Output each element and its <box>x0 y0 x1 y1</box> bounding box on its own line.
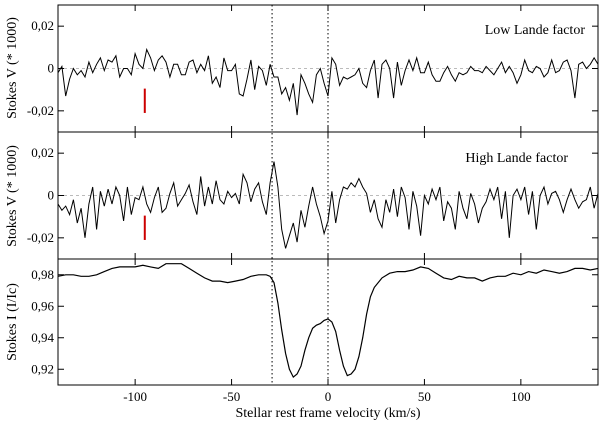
panel-3-yticks: 0,98 0,96 0,94 0,92 <box>31 267 598 376</box>
panel-low-lande: Low Lande factor 0,02 0 -0,02 <box>27 4 599 133</box>
panel-1-ytick-label: 0 <box>48 61 55 76</box>
panel-1-ytick-label: 0,02 <box>31 18 54 33</box>
panel-2-ytick-label: 0 <box>48 188 55 203</box>
xtick-label: 100 <box>511 389 531 404</box>
panel-high-lande: High Lande factor 0,02 0 -0,02 <box>27 131 599 260</box>
panel-3-stokes-i-line <box>57 263 599 379</box>
xtick-label: 50 <box>418 389 431 404</box>
panel-2-ytick-label: -0,02 <box>27 230 54 245</box>
velocity-markers <box>271 5 329 385</box>
panel-1-annotation: Low Lande factor <box>485 23 586 38</box>
panel-3-ytick-label: 0,96 <box>31 298 54 313</box>
panel-1-stokes-v-line <box>57 47 599 116</box>
panel-3-ytick-label: 0,98 <box>31 267 54 282</box>
xtick-label: -50 <box>223 389 240 404</box>
panel-2-annotation: High Lande factor <box>465 151 568 166</box>
panel-2-ytick-label: 0,02 <box>31 145 54 160</box>
panel-3-ylabel: Stokes I (I/Ic) <box>5 283 20 361</box>
panel-2-ylabel: Stokes V (* 1000) <box>5 145 20 247</box>
panel-1-yticks: 0,02 0 -0,02 <box>27 18 598 118</box>
panel-stokes-i: 0,98 0,96 0,94 0,92 <box>31 258 599 386</box>
xtick-label: -100 <box>123 389 147 404</box>
xtick-label: 0 <box>325 389 332 404</box>
panel-1-ytick-label: -0,02 <box>27 103 54 118</box>
x-axis-label: Stellar rest frame velocity (km/s) <box>235 406 420 421</box>
panel-3-ytick-label: 0,92 <box>31 361 54 376</box>
x-axis-ticks: -100 -50 0 50 100 <box>123 5 531 404</box>
panel-3-ytick-label: 0,94 <box>31 330 54 345</box>
panel-2-stokes-v-line <box>57 161 599 249</box>
panel-2-yticks: 0,02 0 -0,02 <box>27 145 598 245</box>
panel-1-ylabel: Stokes V (* 1000) <box>5 17 20 119</box>
